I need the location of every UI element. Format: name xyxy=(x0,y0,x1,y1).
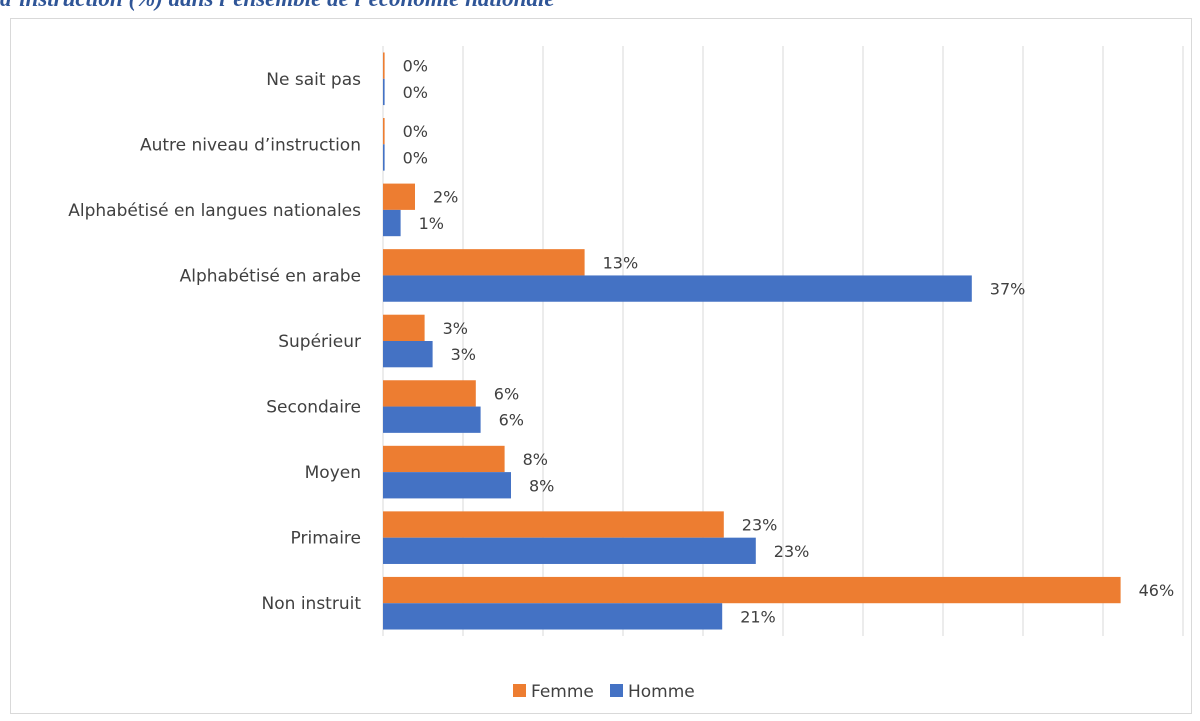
category-labels: Ne sait pas Autre niveau d’instruction Alp… xyxy=(68,70,361,614)
category-label: Primaire xyxy=(291,529,361,549)
bar-femme xyxy=(383,118,385,145)
legend-label-femme: Femme xyxy=(531,682,594,702)
bar-homme xyxy=(383,537,756,564)
category-label: Non instruit xyxy=(262,594,362,614)
data-label: 37% xyxy=(990,280,1026,299)
bar-femme xyxy=(383,576,1121,604)
category-label: Ne sait pas xyxy=(266,70,361,90)
bar-chart: Ne sait pas Autre niveau d’instruction Alp… xyxy=(68,46,1184,702)
data-label: 0% xyxy=(403,122,428,141)
gridlines xyxy=(382,46,1184,636)
bar-homme xyxy=(383,209,401,237)
category-label: Supérieur xyxy=(278,332,361,352)
data-label: 8% xyxy=(529,476,554,495)
data-label: 0% xyxy=(403,57,428,76)
bars xyxy=(383,52,1121,630)
bar-femme xyxy=(383,183,415,210)
legend-swatch-homme xyxy=(610,684,623,697)
data-label: 2% xyxy=(433,188,458,207)
bar-femme xyxy=(383,249,585,276)
bar-homme xyxy=(383,275,972,302)
bar-femme xyxy=(383,511,724,538)
data-label: 8% xyxy=(523,450,548,469)
bar-homme xyxy=(383,406,481,433)
data-label: 23% xyxy=(742,516,778,535)
data-label: 46% xyxy=(1139,581,1175,600)
page-title: d’instruction (%) dans l’ensemble de l’é… xyxy=(0,0,1200,20)
legend: Femme Homme xyxy=(513,682,695,702)
data-label: 13% xyxy=(603,253,639,272)
legend-label-homme: Homme xyxy=(628,682,695,702)
legend-swatch-femme xyxy=(513,684,526,697)
category-label: Moyen xyxy=(305,463,361,483)
data-label: 3% xyxy=(451,345,476,364)
bar-femme xyxy=(383,314,425,341)
data-label: 21% xyxy=(740,607,776,626)
category-label: Secondaire xyxy=(266,398,361,418)
bar-homme xyxy=(383,341,433,368)
category-label: Alphabétisé en arabe xyxy=(180,266,361,286)
bar-homme xyxy=(383,472,511,499)
bar-femme xyxy=(383,445,505,473)
data-label: 6% xyxy=(499,411,524,430)
data-label: 0% xyxy=(403,83,428,102)
bar-femme xyxy=(383,380,476,407)
data-labels: 0% 0% 0% 0% 2% 1% 13% 37% 3% 3% 6% 6% 8% 8% 23% 23% 46% 2… xyxy=(403,57,1175,627)
data-label: 6% xyxy=(494,384,519,403)
data-label: 0% xyxy=(403,148,428,167)
bar-femme xyxy=(383,52,385,79)
data-label: 1% xyxy=(419,214,444,233)
bar-homme xyxy=(383,78,385,106)
data-label: 23% xyxy=(774,542,810,561)
category-label: Alphabétisé en langues nationales xyxy=(68,201,361,221)
bar-homme xyxy=(383,603,723,630)
data-label: 3% xyxy=(443,319,468,338)
bar-homme xyxy=(383,144,385,171)
chart-area: Ne sait pas Autre niveau d’instruction Alp… xyxy=(10,18,1192,714)
category-label: Autre niveau d’instruction xyxy=(140,135,361,155)
